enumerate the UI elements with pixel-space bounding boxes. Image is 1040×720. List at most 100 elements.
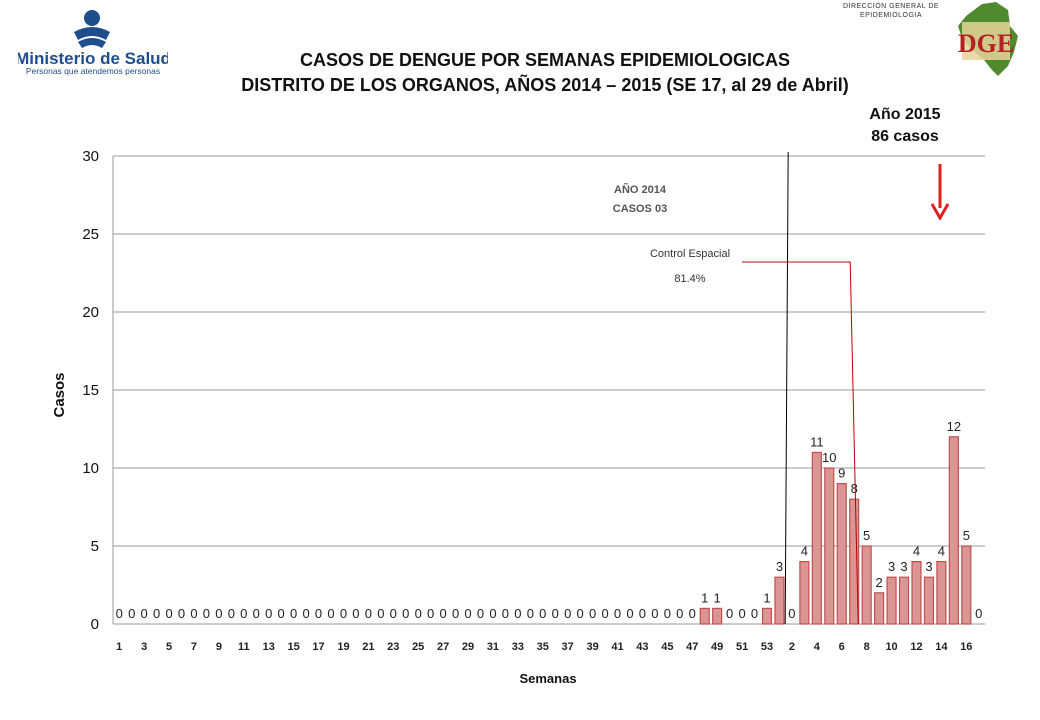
data-label: 4 [938, 544, 945, 559]
x-tick-label: 45 [661, 641, 673, 653]
y-tick-label: 5 [91, 538, 99, 555]
data-label: 0 [203, 606, 210, 621]
x-tick-label: 12 [910, 641, 922, 653]
x-tick-label: 51 [736, 641, 748, 653]
data-label: 0 [215, 606, 222, 621]
data-label: 0 [253, 606, 260, 621]
data-label: 0 [489, 606, 496, 621]
x-tick-label: 49 [711, 641, 723, 653]
x-tick-label: 43 [636, 641, 648, 653]
x-tick-label: 37 [562, 641, 574, 653]
bar-week-4 [811, 451, 822, 625]
bar-week-49 [712, 607, 723, 625]
data-label: 0 [577, 606, 584, 621]
data-label: 0 [788, 606, 795, 621]
data-label: 0 [751, 606, 758, 621]
y-tick-label: 25 [82, 226, 99, 243]
bar-week-16 [961, 545, 972, 625]
x-tick-label: 39 [586, 641, 598, 653]
data-label: 0 [352, 606, 359, 621]
y-tick-label: 15 [82, 382, 99, 399]
data-label: 0 [190, 606, 197, 621]
bar-week-48 [699, 607, 710, 625]
bar-week-1 [774, 576, 785, 625]
data-label: 0 [302, 606, 309, 621]
data-label: 0 [377, 606, 384, 621]
dge-caption: DIRECCIÓN GENERAL DE EPIDEMIOLOGIA [826, 2, 956, 20]
data-label: 0 [315, 606, 322, 621]
data-label: 1 [714, 590, 721, 605]
data-label: 0 [639, 606, 646, 621]
x-tick-label: 2 [789, 641, 795, 653]
down-arrow-icon [930, 164, 950, 220]
data-label: 0 [664, 606, 671, 621]
data-label: 0 [477, 606, 484, 621]
bar-week-7 [849, 498, 860, 625]
data-label: 0 [514, 606, 521, 621]
y-tick-label: 20 [82, 304, 99, 321]
logo-figure-body-icon [74, 27, 110, 40]
y-tick-label: 10 [82, 460, 99, 477]
data-label: 0 [340, 606, 347, 621]
x-tick-label: 7 [191, 641, 197, 653]
data-label: 3 [925, 559, 932, 574]
x-tick-label: 13 [263, 641, 275, 653]
x-tick-label: 16 [960, 641, 972, 653]
y-axis-title: Casos [51, 372, 68, 417]
data-label: 0 [689, 606, 696, 621]
y-tick-label: 30 [82, 148, 99, 165]
dge-caption-line1: DIRECCIÓN GENERAL DE [842, 3, 940, 10]
x-tick-label: 9 [216, 641, 222, 653]
x-tick-labels: 1 3 5 7 9 11 13 15 17 19 21 23 25 27 29 31 33 35 37 39 41 43 4… [116, 641, 972, 653]
year-2015-label: Año 2015 [869, 106, 941, 123]
bar-week-10 [886, 576, 897, 625]
data-label: 0 [726, 606, 733, 621]
data-label: 4 [801, 544, 808, 559]
x-tick-label: 47 [686, 641, 698, 653]
data-label: 0 [240, 606, 247, 621]
data-label: 0 [626, 606, 633, 621]
data-label: 0 [589, 606, 596, 621]
data-label: 0 [402, 606, 409, 621]
data-label: 0 [290, 606, 297, 621]
data-label: 3 [888, 559, 895, 574]
data-label: 0 [975, 606, 982, 621]
data-label: 0 [564, 606, 571, 621]
logo-left-tagline: Personas que atendemos personas [26, 66, 160, 76]
bar-week-5 [824, 467, 835, 625]
data-label: 0 [365, 606, 372, 621]
bar-week-53 [761, 607, 773, 625]
data-label: 8 [851, 481, 858, 496]
data-label: 0 [427, 606, 434, 621]
logo-figure-head-icon [84, 10, 100, 26]
bar-week-11 [898, 576, 910, 625]
x-tick-label: 4 [814, 641, 821, 653]
data-label: 0 [265, 606, 272, 621]
data-label: 0 [116, 606, 123, 621]
bars [699, 436, 972, 625]
data-label: 3 [900, 559, 907, 574]
year-2015-annotation: Año 2015 86 casos [850, 104, 960, 148]
x-tick-label: 5 [166, 641, 172, 653]
x-tick-label: 23 [387, 641, 399, 653]
x-tick-label: 11 [238, 641, 250, 653]
x-tick-label: 10 [885, 641, 897, 653]
data-label: 0 [738, 606, 745, 621]
x-tick-label: 33 [512, 641, 524, 653]
control-label: Control Espacial [650, 248, 730, 260]
bar-week-12 [911, 560, 922, 625]
data-label: 0 [415, 606, 422, 621]
x-tick-label: 29 [462, 641, 474, 653]
data-label: 9 [838, 466, 845, 481]
x-tick-label: 19 [337, 641, 349, 653]
x-tick-label: 35 [537, 641, 549, 653]
data-label: 0 [676, 606, 683, 621]
dge-letters: DGE [958, 29, 1014, 58]
data-label: 0 [278, 606, 285, 621]
data-label: 0 [165, 606, 172, 621]
x-tick-label: 14 [935, 641, 948, 653]
data-label: 0 [128, 606, 135, 621]
x-tick-label: 15 [288, 641, 300, 653]
data-label: 11 [810, 434, 824, 449]
